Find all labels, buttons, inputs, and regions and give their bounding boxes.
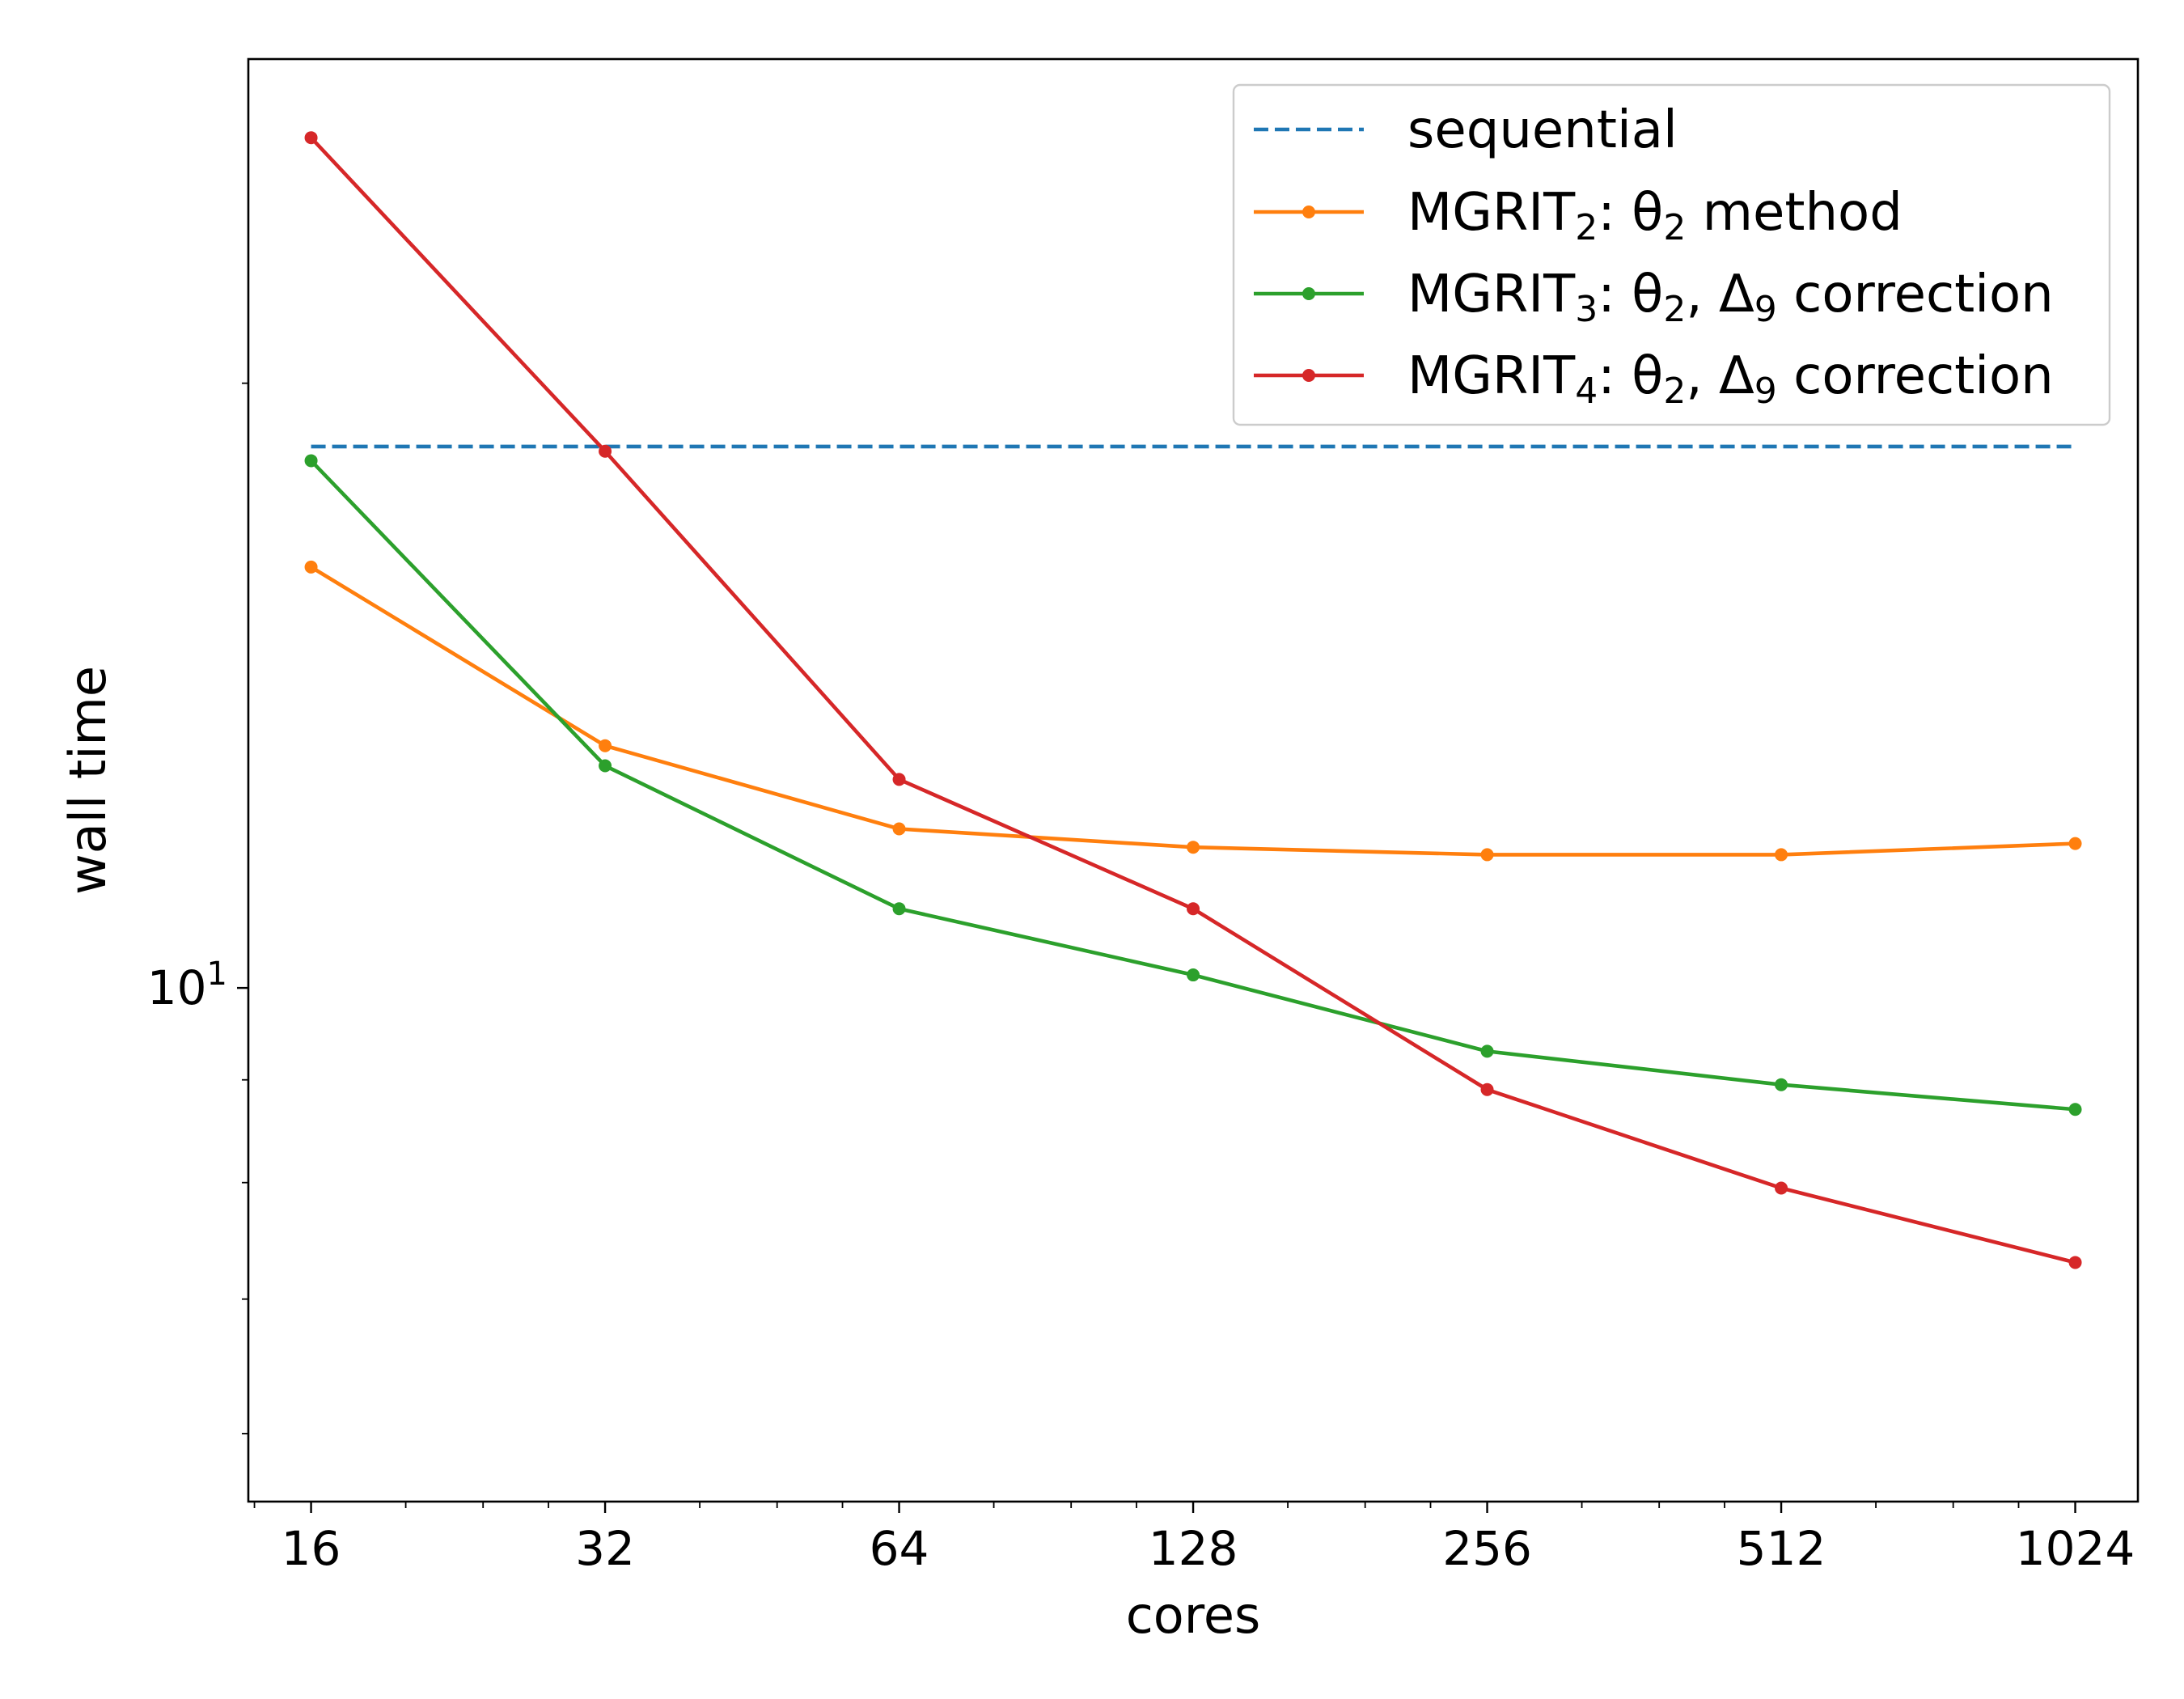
data-point (599, 759, 612, 773)
data-point (304, 131, 318, 145)
data-point (1480, 1083, 1494, 1096)
legend-label-part: : θ (1598, 346, 1663, 406)
legend-label-part: 2 (1663, 289, 1686, 330)
series-line (310, 565, 2076, 857)
legend-swatch-marker (1302, 369, 1315, 382)
data-point (1480, 848, 1494, 862)
x-tick-label: 16 (281, 1521, 341, 1576)
series-3 (304, 454, 2082, 1116)
data-point (1775, 1181, 1788, 1195)
data-point (1775, 1078, 1788, 1091)
data-point (304, 454, 318, 468)
data-point (892, 773, 906, 786)
legend-label-part: correction (1777, 346, 2054, 406)
legend-label: sequential (1407, 100, 1678, 160)
x-tick-label: 128 (1149, 1521, 1238, 1576)
x-tick-label: 32 (575, 1521, 635, 1576)
legend-label: MGRIT2: θ2 method (1407, 183, 1903, 248)
legend-label: MGRIT3: θ2, Δ9 correction (1407, 265, 2054, 330)
data-point (1187, 902, 1200, 916)
legend-label-part: : θ (1598, 183, 1663, 243)
legend-label: MGRIT4: θ2, Δ9 correction (1407, 346, 2054, 412)
legend-label-part: correction (1777, 265, 2054, 324)
legend-label-part: , Δ (1686, 346, 1754, 406)
legend-swatch-marker (1302, 205, 1315, 218)
legend-label-part: , Δ (1686, 265, 1754, 324)
x-tick-label: 64 (870, 1521, 929, 1576)
legend-label-part: : θ (1598, 265, 1663, 324)
legend-entry: MGRIT4: θ2, Δ9 correction (1254, 346, 2054, 412)
x-tick-label: 512 (1737, 1521, 1826, 1576)
data-point (599, 444, 612, 458)
legend-entry: MGRIT3: θ2, Δ9 correction (1254, 265, 2054, 330)
legend-swatch-marker (1302, 287, 1315, 300)
series-2 (304, 560, 2082, 862)
legend-box (1232, 83, 2111, 426)
y-tick-label: 101 (147, 955, 227, 1015)
series-line (309, 459, 2076, 1112)
plot-border (247, 57, 2140, 1503)
legend-label-part: 3 (1575, 289, 1598, 330)
data-point (1187, 841, 1200, 854)
data-point (599, 739, 612, 752)
legend-entry: sequential (1254, 100, 1678, 160)
data-point (1187, 968, 1200, 982)
x-axis-label: cores (1126, 1586, 1261, 1645)
y-tick-label-exponent: 1 (207, 955, 227, 993)
legend-label-part: 4 (1575, 371, 1598, 412)
legend-entry: MGRIT2: θ2 method (1254, 183, 1903, 248)
legend-label-part: MGRIT (1407, 183, 1576, 243)
x-tick-label: 1024 (2016, 1521, 2135, 1576)
legend-label-part: sequential (1407, 100, 1678, 160)
data-point (2068, 1256, 2082, 1269)
data-point (892, 822, 906, 836)
axes: 16 32 64 128 256 512 1024 101 (147, 382, 2135, 1576)
legend-label-part: MGRIT (1407, 265, 1576, 324)
legend-label-part: 9 (1754, 289, 1777, 330)
data-point (1480, 1044, 1494, 1058)
plot-frame (247, 57, 2140, 1503)
legend-label-part: 2 (1575, 207, 1598, 248)
legend-label-part: MGRIT (1407, 346, 1576, 406)
series-layer (304, 131, 2082, 1269)
y-axis-label: wall time (58, 666, 117, 895)
x-tick-label: 256 (1442, 1521, 1532, 1576)
data-point (1775, 848, 1788, 862)
legend-label-part: 2 (1663, 371, 1686, 412)
series-4 (304, 131, 2082, 1269)
data-point (2068, 1103, 2082, 1116)
data-point (2068, 837, 2082, 850)
legend-label-part: 9 (1754, 371, 1777, 412)
y-tick-label-base: 10 (147, 960, 207, 1015)
legend-label-part: 2 (1663, 207, 1686, 248)
legend-label-part: method (1686, 183, 1903, 243)
data-point (892, 902, 906, 916)
data-point (304, 560, 318, 574)
